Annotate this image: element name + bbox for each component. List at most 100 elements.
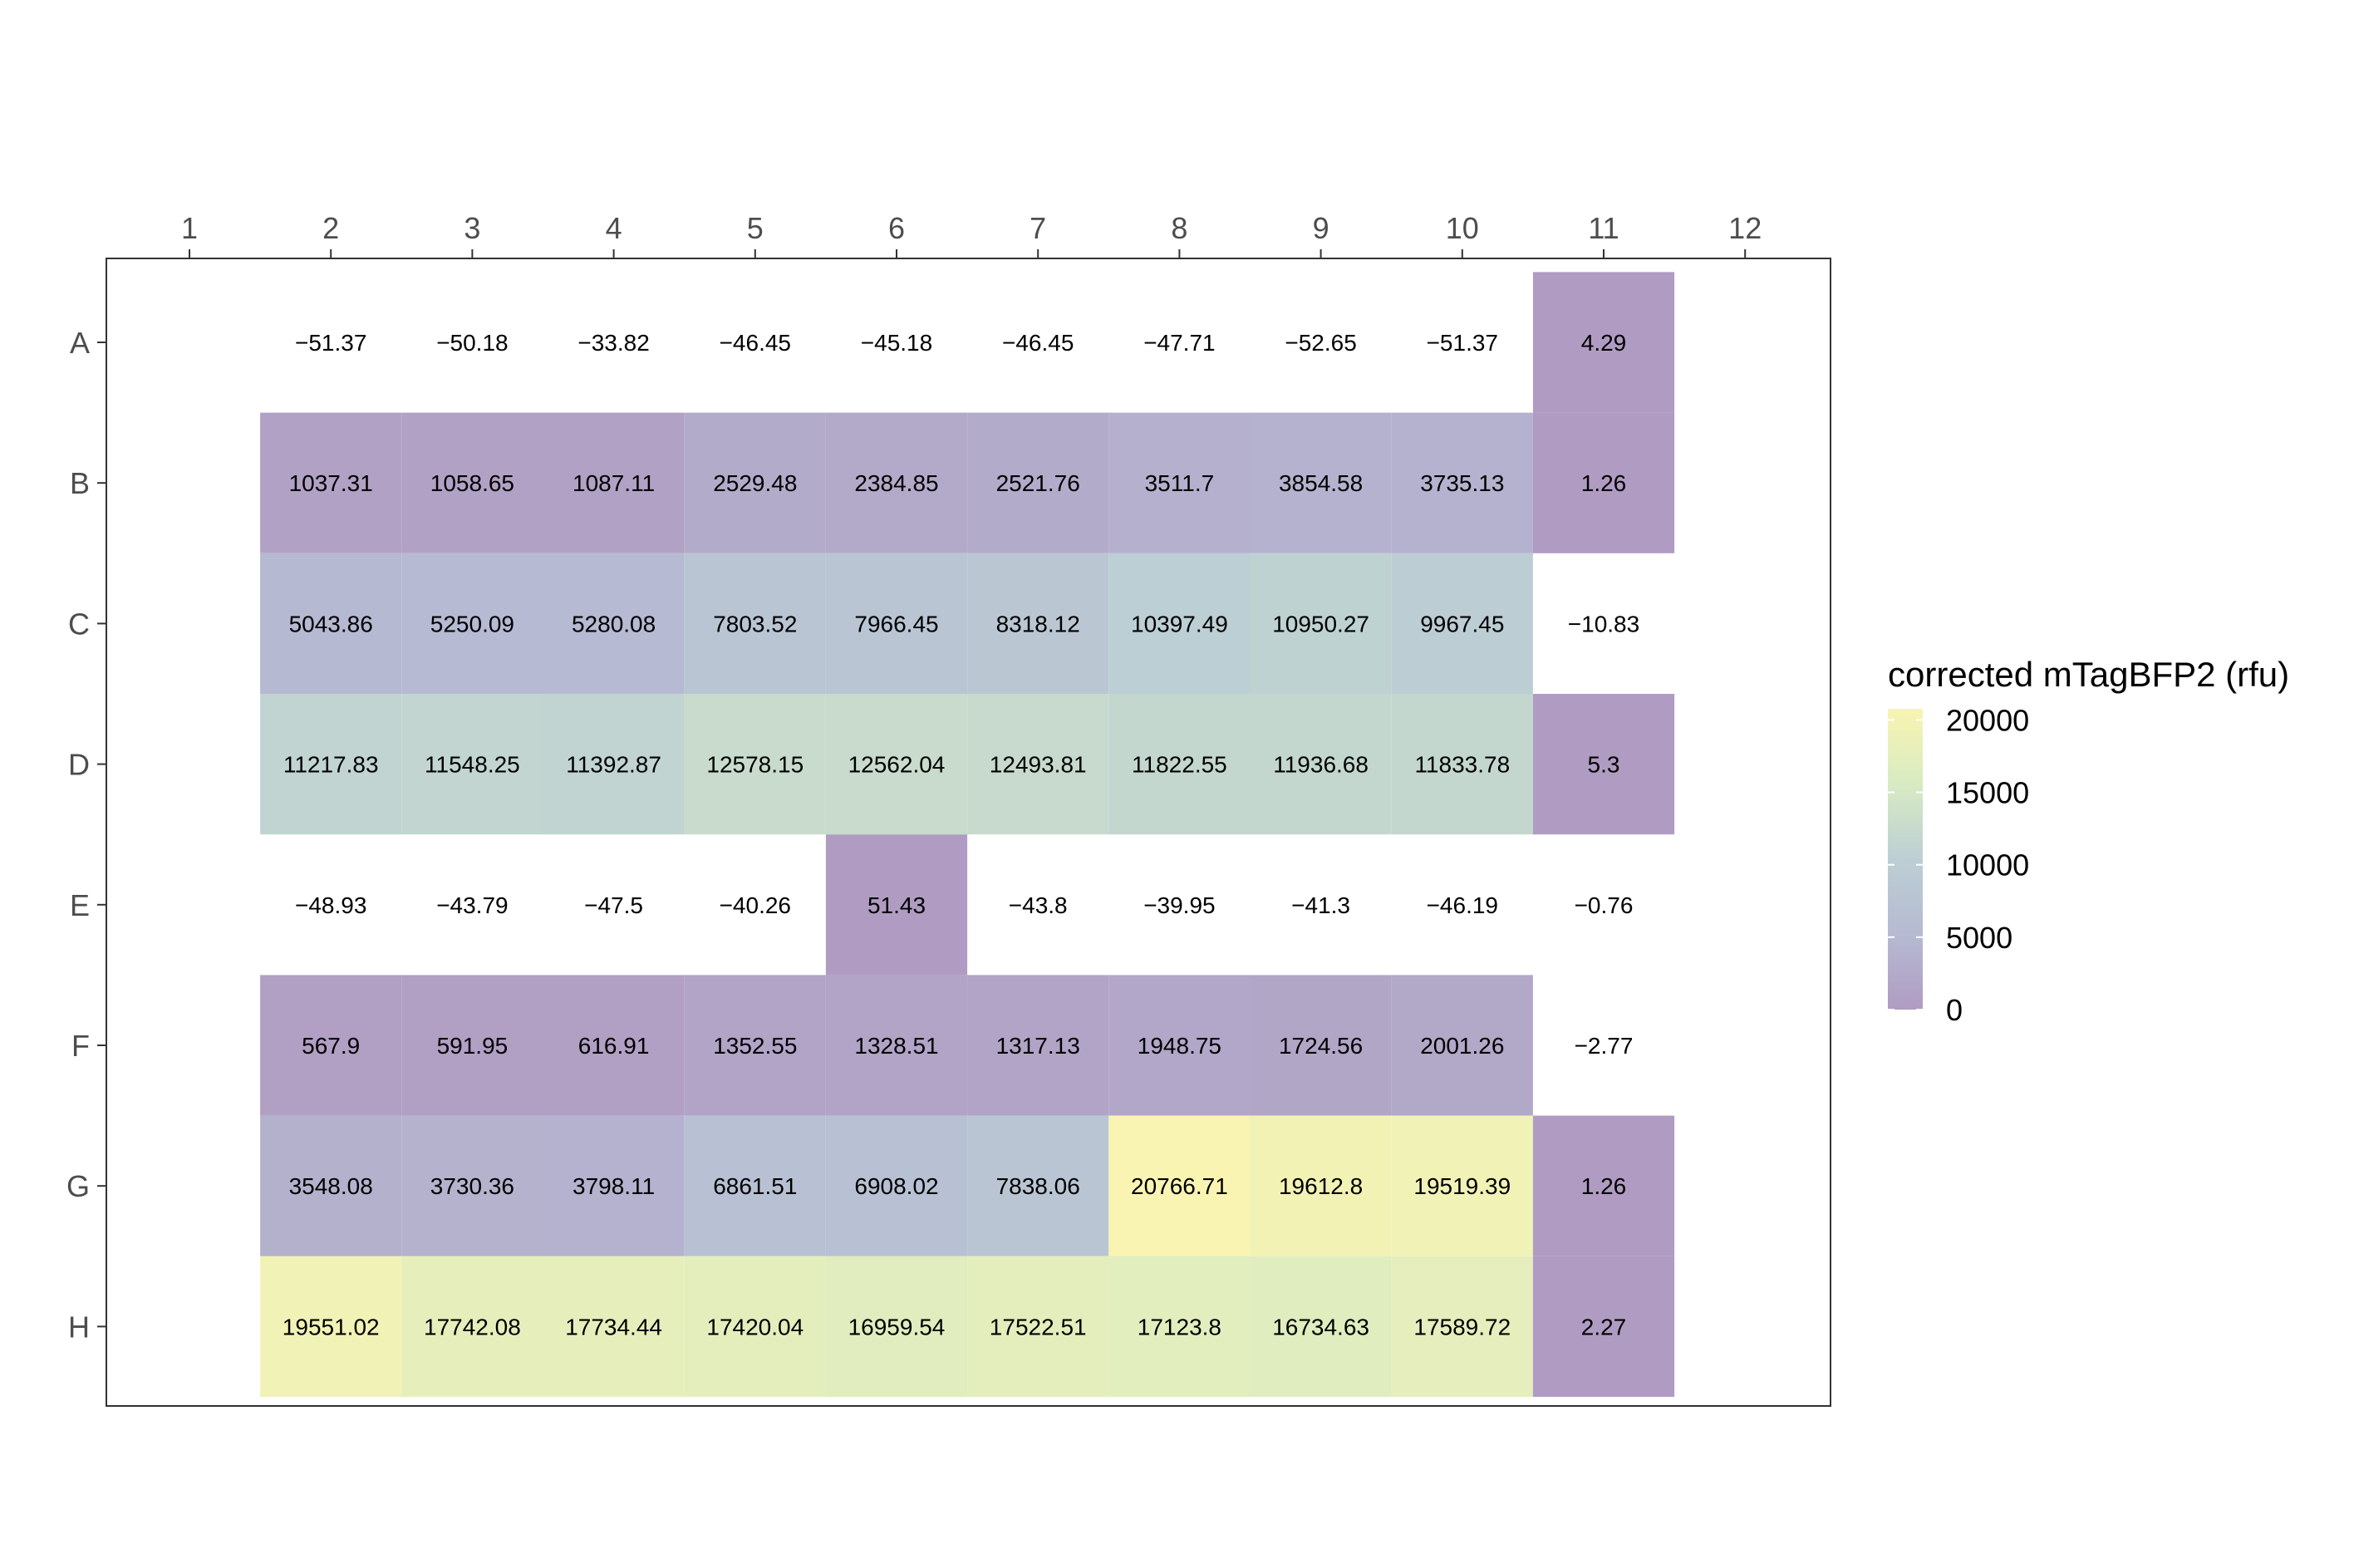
x-axis: 1 2 3 4 5 6 7 8 9 10 11 12 xyxy=(181,211,1762,258)
cell-value-label: 7966.45 xyxy=(854,611,938,637)
heatmap-cell xyxy=(825,412,968,553)
y-tick-label: C xyxy=(68,607,90,641)
heatmap-cell xyxy=(260,975,402,1116)
heatmap-cell xyxy=(401,1115,543,1256)
heatmap-cell xyxy=(260,1256,402,1397)
cell-value-label: 616.91 xyxy=(578,1033,650,1059)
heatmap-cell xyxy=(684,1256,826,1397)
cell-value-label: 7838.06 xyxy=(996,1173,1080,1199)
heatmap-cell xyxy=(543,694,685,835)
cell-value-label: 1087.11 xyxy=(573,470,655,496)
heatmap-cell xyxy=(401,412,543,553)
legend-title: corrected mTagBFP2 (rfu) xyxy=(1888,655,2289,694)
heatmap-cell xyxy=(401,1256,543,1397)
legend-colorbar xyxy=(1888,709,1923,1010)
cell-value-label: 9967.45 xyxy=(1420,611,1504,637)
cell-value-label: 1317.13 xyxy=(996,1033,1080,1059)
heatmap-cell xyxy=(543,1256,685,1397)
cell-value-label: 16734.63 xyxy=(1272,1314,1369,1339)
heatmap-cell xyxy=(1532,1256,1675,1397)
y-tick-label: D xyxy=(68,748,90,782)
heatmap-cell xyxy=(1391,694,1533,835)
cell-value-label: 591.95 xyxy=(437,1033,509,1059)
heatmap-cell xyxy=(825,553,968,694)
cell-value-label: −40.26 xyxy=(720,892,791,918)
heatmap-cell xyxy=(967,1115,1109,1256)
cell-value-label: −46.19 xyxy=(1427,892,1498,918)
cell-value-label: 17734.44 xyxy=(565,1314,662,1339)
cell-value-label: −51.37 xyxy=(295,330,366,356)
cell-value-label: 19612.8 xyxy=(1279,1173,1363,1199)
heatmap-cell xyxy=(543,553,685,694)
cell-value-label: 19519.39 xyxy=(1413,1173,1511,1199)
cell-value-label: 1.26 xyxy=(1581,1173,1627,1199)
heatmap-cell xyxy=(1108,1256,1251,1397)
heatmap-cell xyxy=(1250,975,1392,1116)
legend-tick-label: 15000 xyxy=(1946,776,2029,810)
cell-value-label: 5250.09 xyxy=(430,611,514,637)
heatmap-cell xyxy=(1108,412,1251,553)
heatmap-cell xyxy=(825,975,968,1116)
cell-value-label: 11217.83 xyxy=(283,752,379,778)
cell-value-label: 2001.26 xyxy=(1420,1033,1504,1059)
y-tick-label: G xyxy=(66,1169,90,1203)
cell-value-label: 6861.51 xyxy=(713,1173,797,1199)
cell-value-label: 7803.52 xyxy=(713,611,797,637)
x-tick-label: 7 xyxy=(1030,211,1046,245)
cell-value-label: 12562.04 xyxy=(848,752,946,778)
cell-value-label: 17123.8 xyxy=(1138,1314,1221,1339)
heatmap-cell xyxy=(1250,694,1392,835)
cell-value-label: −52.65 xyxy=(1285,330,1356,356)
cell-value-label: 3730.36 xyxy=(430,1173,514,1199)
cell-value-label: −46.45 xyxy=(1002,330,1074,356)
y-axis: A B C D E F G H xyxy=(66,326,106,1344)
heatmap-cell xyxy=(1391,553,1533,694)
y-tick-label: E xyxy=(70,888,90,922)
heatmap-cell xyxy=(1532,272,1675,413)
legend-tick-label: 10000 xyxy=(1946,848,2029,882)
cell-value-label: 1352.55 xyxy=(713,1033,797,1059)
cell-value-label: 3548.08 xyxy=(289,1173,373,1199)
cell-value-label: 1328.51 xyxy=(854,1033,938,1059)
heatmap-cell xyxy=(1250,1256,1392,1397)
cell-value-label: −41.3 xyxy=(1291,892,1350,918)
cell-value-label: 5.3 xyxy=(1588,752,1620,778)
heatmap-cell xyxy=(825,834,968,976)
cell-value-label: −10.83 xyxy=(1568,611,1639,637)
x-tick-label: 12 xyxy=(1728,211,1762,245)
legend-tick-label: 0 xyxy=(1946,993,1963,1027)
heatmap-cell xyxy=(1391,412,1533,553)
cell-value-label: 20766.71 xyxy=(1131,1173,1228,1199)
cell-value-label: 1948.75 xyxy=(1138,1033,1221,1059)
cell-value-label: 51.43 xyxy=(867,892,926,918)
cell-value-label: 16959.54 xyxy=(848,1314,946,1339)
cell-value-label: 10397.49 xyxy=(1131,611,1228,637)
heatmap-cell xyxy=(1532,412,1675,553)
heatmap-cell xyxy=(684,1115,826,1256)
heatmap-cell xyxy=(967,412,1109,553)
heatmap-cell xyxy=(1250,412,1392,553)
cell-value-label: −0.76 xyxy=(1575,892,1634,918)
heatmap-cell xyxy=(543,1115,685,1256)
x-tick-label: 9 xyxy=(1313,211,1329,245)
cell-value-label: 12493.81 xyxy=(990,752,1087,778)
cell-value-label: 1058.65 xyxy=(430,470,514,496)
x-tick-label: 10 xyxy=(1446,211,1479,245)
cell-value-label: 11548.25 xyxy=(425,752,520,778)
cell-value-label: 17589.72 xyxy=(1413,1314,1511,1339)
y-tick-label: F xyxy=(71,1029,90,1063)
heatmap-cell xyxy=(401,694,543,835)
cell-value-label: 17742.08 xyxy=(424,1314,521,1339)
cell-value-label: 10950.27 xyxy=(1272,611,1369,637)
cell-value-label: 12578.15 xyxy=(706,752,804,778)
cell-value-label: 2.27 xyxy=(1581,1314,1627,1339)
cell-value-label: 1037.31 xyxy=(289,470,373,496)
heatmap-cell xyxy=(1391,975,1533,1116)
heatmap-cell xyxy=(260,553,402,694)
cell-value-label: −33.82 xyxy=(577,330,649,356)
heatmap-cell xyxy=(401,553,543,694)
heatmap-cell xyxy=(825,1256,968,1397)
cell-value-label: −43.79 xyxy=(436,892,508,918)
cell-value-label: 11392.87 xyxy=(566,752,661,778)
